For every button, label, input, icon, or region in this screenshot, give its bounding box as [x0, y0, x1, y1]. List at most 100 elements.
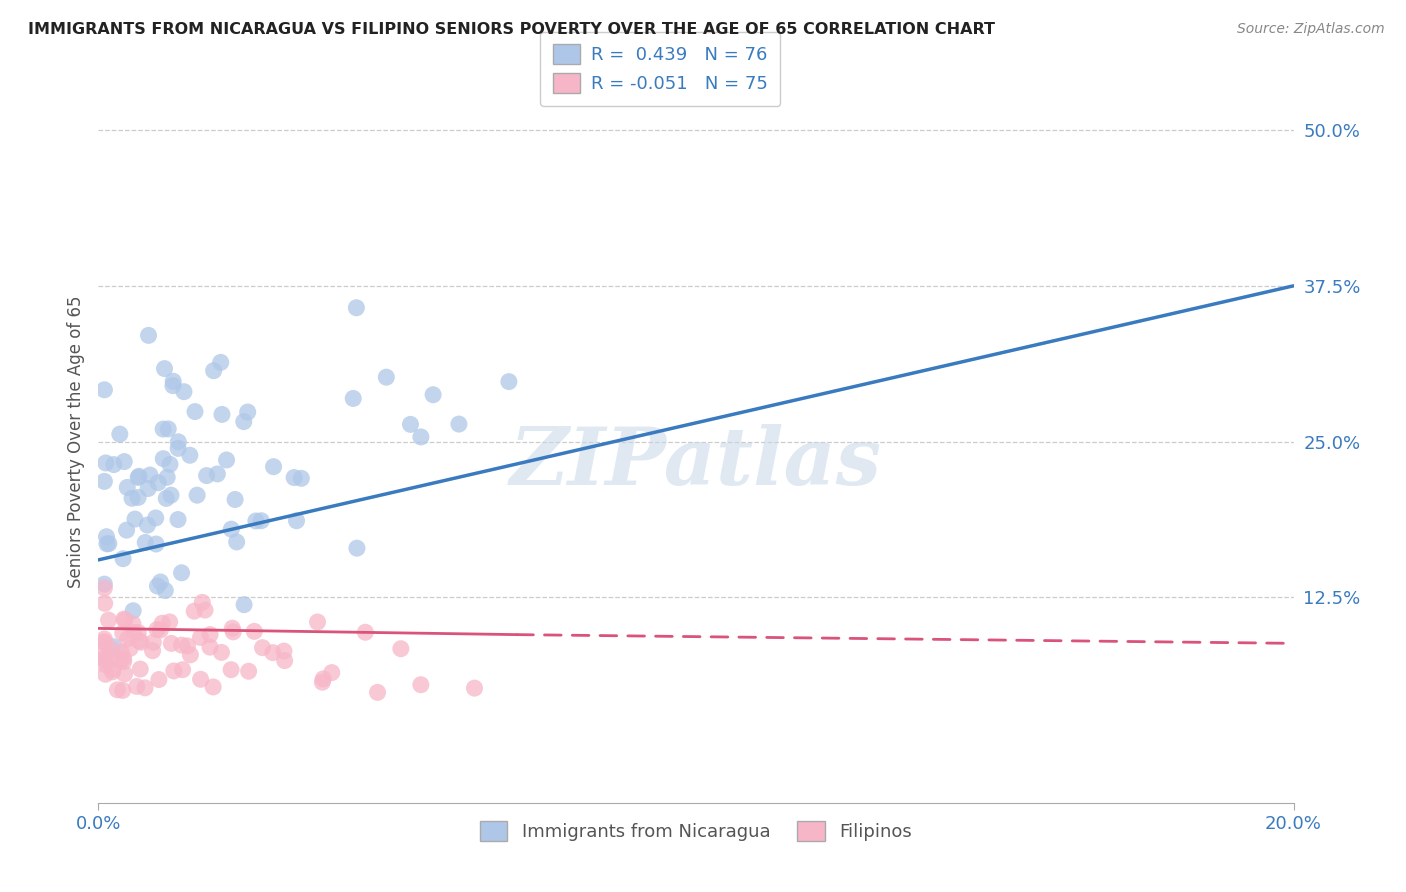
Point — [233, 598, 256, 612]
Text: IMMIGRANTS FROM NICARAGUA VS FILIPINO SENIORS POVERTY OVER THE AGE OF 65 CORRELA: IMMIGRANTS FROM NICARAGUA VS FILIPINO SE… — [28, 22, 995, 37]
Point — [155, 491, 177, 506]
Point — [93, 475, 115, 489]
Point — [238, 665, 260, 679]
Point — [120, 641, 142, 656]
Point — [93, 383, 115, 397]
Point — [94, 657, 117, 672]
Point — [145, 537, 167, 551]
Point — [94, 667, 117, 681]
Point — [96, 537, 118, 551]
Point — [146, 579, 169, 593]
Point — [346, 541, 368, 556]
Point — [96, 530, 118, 544]
Point — [170, 566, 193, 580]
Point — [142, 635, 165, 649]
Point — [101, 665, 124, 679]
Point — [142, 643, 165, 657]
Point — [176, 639, 198, 653]
Point — [202, 680, 225, 694]
Point — [211, 408, 233, 422]
Point — [112, 655, 135, 669]
Point — [283, 470, 305, 484]
Point — [167, 442, 190, 456]
Point — [202, 364, 225, 378]
Point — [307, 615, 329, 629]
Point — [172, 663, 194, 677]
Point — [134, 535, 156, 549]
Point — [447, 417, 470, 431]
Point — [194, 603, 217, 617]
Point — [103, 640, 125, 654]
Point — [344, 301, 367, 315]
Point — [112, 454, 135, 468]
Point — [149, 623, 172, 637]
Point — [139, 468, 162, 483]
Text: ZIPatlas: ZIPatlas — [510, 425, 882, 502]
Point — [122, 625, 145, 640]
Point — [115, 523, 138, 537]
Point — [273, 654, 295, 668]
Point — [312, 672, 335, 686]
Point — [409, 678, 432, 692]
Point — [162, 378, 184, 392]
Point — [236, 405, 259, 419]
Point — [128, 633, 150, 648]
Point — [160, 488, 183, 502]
Point — [148, 673, 170, 687]
Point — [321, 665, 343, 680]
Point — [93, 644, 115, 658]
Point — [190, 673, 212, 687]
Point — [149, 574, 172, 589]
Point — [122, 604, 145, 618]
Point — [136, 482, 159, 496]
Point — [129, 635, 152, 649]
Point — [93, 581, 115, 595]
Point — [354, 625, 377, 640]
Point — [156, 470, 179, 484]
Point — [93, 636, 115, 650]
Point — [110, 646, 132, 660]
Point — [190, 631, 212, 645]
Point — [167, 434, 190, 449]
Point — [422, 388, 444, 402]
Point — [186, 488, 208, 502]
Point — [150, 616, 173, 631]
Point — [93, 651, 115, 665]
Point — [94, 456, 117, 470]
Point — [117, 632, 139, 646]
Point — [159, 615, 181, 629]
Point — [221, 522, 243, 536]
Point — [112, 612, 135, 626]
Point — [252, 640, 274, 655]
Point — [250, 514, 273, 528]
Point — [107, 682, 129, 697]
Point — [111, 626, 134, 640]
Point — [399, 417, 422, 432]
Point — [211, 645, 233, 659]
Point — [93, 634, 115, 648]
Point — [152, 422, 174, 436]
Point — [127, 470, 149, 484]
Point — [127, 625, 149, 640]
Point — [103, 458, 125, 472]
Point — [112, 551, 135, 566]
Point — [112, 651, 135, 665]
Point — [108, 427, 131, 442]
Point — [93, 596, 115, 610]
Legend: Immigrants from Nicaragua, Filipinos: Immigrants from Nicaragua, Filipinos — [472, 814, 920, 848]
Point — [162, 374, 184, 388]
Point — [110, 653, 132, 667]
Point — [93, 653, 115, 667]
Point — [153, 361, 176, 376]
Point — [124, 512, 146, 526]
Point — [179, 648, 201, 662]
Point — [117, 480, 139, 494]
Point — [159, 458, 181, 472]
Point — [342, 392, 364, 406]
Point — [128, 469, 150, 483]
Point — [129, 662, 152, 676]
Point — [311, 675, 333, 690]
Point — [225, 535, 247, 549]
Point — [195, 468, 218, 483]
Point — [198, 627, 221, 641]
